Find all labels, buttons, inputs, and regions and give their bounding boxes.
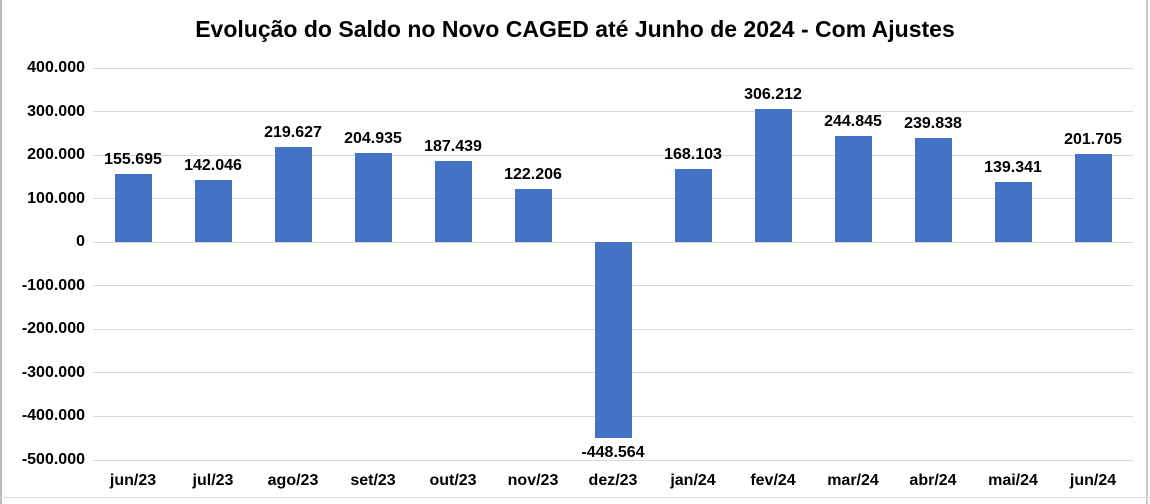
- bar-fev/24: [754, 108, 792, 243]
- bar-abr/24: [914, 137, 952, 243]
- x-axis-tick-label: nov/23: [507, 472, 559, 489]
- data-label-jun/24: 201.705: [1064, 131, 1122, 149]
- bar-mar/24: [834, 135, 872, 243]
- x-axis-tick-label: set/23: [350, 472, 396, 489]
- x-axis-tick-label: jun/24: [1069, 472, 1117, 489]
- y-axis-tick-label: -100.000: [21, 276, 85, 294]
- data-label-ago/23: 219.627: [264, 123, 322, 141]
- chart-title: Evolução do Saldo no Novo CAGED até Junh…: [195, 16, 955, 42]
- data-label-nov/23: 122.206: [504, 165, 562, 183]
- y-axis-tick-label: 0: [76, 233, 85, 251]
- data-label-jul/23: 142.046: [184, 157, 242, 175]
- data-label-jun/23: 155.695: [104, 151, 162, 169]
- bar-nov/23: [514, 188, 552, 243]
- y-axis-tick-label: -200.000: [21, 320, 85, 338]
- bar-out/23: [434, 160, 472, 243]
- gridline: [93, 198, 1133, 200]
- data-label-jan/24: 168.103: [664, 146, 722, 163]
- y-axis-tick-label: 200.000: [27, 146, 85, 164]
- data-label-mai/24: 139.341: [984, 158, 1042, 176]
- x-axis-tick-label: ago/23: [267, 472, 319, 489]
- x-axis-tick-label: abr/24: [909, 472, 957, 489]
- y-axis-tick-label: 100.000: [27, 189, 85, 207]
- x-axis-tick-label: mai/24: [988, 472, 1038, 489]
- x-axis-tick-label: jul/23: [192, 472, 234, 489]
- bar-jul/23: [194, 180, 232, 243]
- gridline: [93, 459, 1133, 461]
- data-label-dez/23: -448.564: [581, 443, 645, 461]
- gridline: [93, 154, 1133, 156]
- x-axis-tick-label: out/23: [429, 472, 477, 489]
- bar-jan/24: [674, 169, 712, 243]
- y-axis-tick-label: 300.000: [27, 102, 85, 120]
- x-axis-tick-label: jun/23: [109, 472, 157, 489]
- x-axis-tick-label: dez/23: [588, 472, 638, 489]
- bar-jun/24: [1074, 154, 1112, 243]
- x-axis-tick-label: jan/24: [670, 472, 716, 489]
- gridline: [93, 111, 1133, 113]
- gridline: [93, 67, 1133, 69]
- x-axis-tick-label: mar/24: [827, 472, 879, 489]
- y-axis-tick-label: -300.000: [21, 363, 85, 381]
- data-label-abr/24: 239.838: [904, 114, 962, 132]
- y-axis: 400.000 300.000 200.000 100.000 0 -100.000 -20…: [0, 0, 85, 504]
- data-label-out/23: 187.439: [424, 137, 482, 155]
- data-label-set/23: 204.935: [344, 129, 402, 147]
- x-axis-tick-label: fev/24: [750, 472, 796, 489]
- bar-mai/24: [994, 181, 1032, 243]
- y-axis-tick-label: -500.000: [21, 451, 85, 468]
- bar-ago/23: [274, 146, 312, 243]
- window-right-edge: [1146, 0, 1148, 504]
- chart-bottom-border: [0, 497, 1150, 498]
- bar-set/23: [354, 152, 392, 243]
- data-label-mar/24: 244.845: [824, 112, 882, 130]
- x-axis: jun/23 jul/23 ago/23 set/23 out/23 nov/23 dez/…: [93, 465, 1133, 497]
- y-axis-tick-label: -400.000: [21, 407, 85, 425]
- data-label-fev/24: 306.212: [744, 85, 802, 103]
- y-axis-tick-label: 400.000: [27, 59, 85, 76]
- bar-jun/23: [114, 174, 152, 243]
- window-left-edge: [0, 0, 2, 504]
- plot-area: 155.695 142.046 219.627 204.935 187.439 122.2…: [93, 67, 1133, 461]
- bar-dez/23: [594, 242, 632, 438]
